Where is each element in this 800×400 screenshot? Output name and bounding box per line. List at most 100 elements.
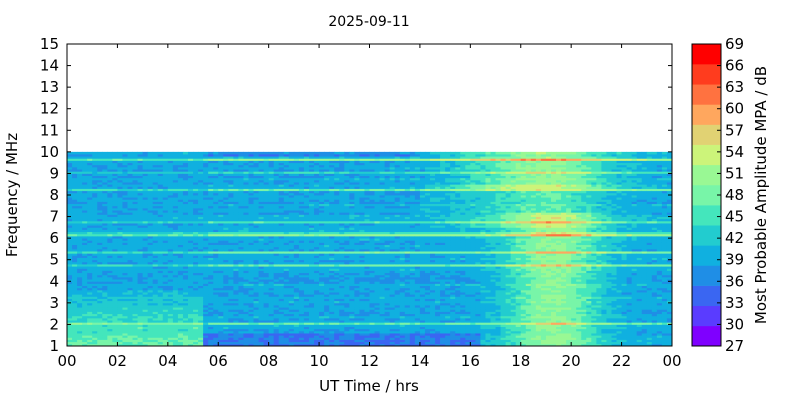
heatmap-cell: [213, 192, 219, 196]
heatmap-cell: [117, 259, 123, 263]
heatmap-cell: [238, 337, 244, 340]
heatmap-cell: [293, 229, 300, 233]
heatmap-cell: [253, 201, 259, 205]
heatmap-cell: [137, 289, 144, 293]
heatmap-cell: [102, 268, 108, 271]
heatmap-cell: [248, 257, 254, 261]
heatmap-cell: [112, 322, 118, 325]
heatmap-cell: [177, 218, 184, 222]
heatmap-cell: [72, 186, 78, 189]
heatmap-cell: [102, 182, 108, 185]
heatmap-cell: [278, 248, 285, 252]
heatmap-cell: [122, 251, 128, 254]
heatmap-cell: [188, 166, 194, 170]
heatmap-cell: [182, 225, 189, 228]
heatmap-cell: [253, 166, 259, 170]
heatmap-cell: [107, 276, 113, 280]
heatmap-cell: [248, 251, 254, 254]
heatmap-cell: [67, 259, 73, 263]
heatmap-cell: [213, 246, 219, 250]
heatmap-cell: [238, 223, 244, 226]
heatmap-cell: [334, 212, 340, 215]
heatmap-cell: [97, 225, 103, 228]
heatmap-cell: [268, 156, 275, 159]
heatmap-cell: [82, 281, 88, 284]
heatmap-cell: [82, 300, 88, 304]
heatmap-cell: [122, 169, 128, 172]
heatmap-cell: [198, 294, 204, 297]
heatmap-cell: [314, 335, 320, 338]
heatmap-cell: [253, 158, 259, 161]
heatmap-cell: [223, 171, 229, 174]
heatmap-cell: [288, 326, 295, 330]
heatmap-cell: [203, 268, 209, 271]
heatmap-cell: [72, 300, 78, 304]
heatmap-cell: [142, 343, 149, 347]
heatmap-cell: [238, 225, 244, 228]
heatmap-cell: [177, 281, 184, 284]
heatmap-cell: [309, 231, 315, 235]
heatmap-cell: [97, 315, 103, 319]
heatmap-cell: [107, 216, 113, 220]
heatmap-cell: [283, 259, 290, 263]
heatmap-cell: [77, 216, 83, 220]
heatmap-cell: [203, 266, 209, 269]
heatmap-cell: [339, 186, 345, 189]
heatmap-cell: [273, 283, 280, 286]
heatmap-cell: [248, 201, 254, 205]
heatmap-cell: [243, 339, 249, 343]
heatmap-cell: [122, 270, 128, 274]
heatmap-cell: [157, 272, 164, 276]
heatmap-cell: [258, 274, 265, 278]
heatmap-cell: [273, 169, 280, 172]
heatmap-cell: [309, 266, 315, 269]
heatmap-cell: [203, 214, 209, 217]
heatmap-cell: [263, 315, 270, 319]
heatmap-cell: [253, 220, 259, 224]
heatmap-cell: [233, 266, 239, 269]
heatmap-cell: [152, 192, 159, 196]
heatmap-cell: [82, 343, 88, 347]
heatmap-cell: [278, 302, 285, 306]
heatmap-cell: [248, 179, 254, 183]
heatmap-cell: [172, 225, 179, 228]
heatmap-cell: [298, 154, 305, 157]
heatmap-cell: [147, 248, 154, 252]
heatmap-cell: [339, 307, 345, 310]
heatmap-cell: [238, 235, 244, 239]
heatmap-cell: [319, 223, 325, 226]
heatmap-cell: [142, 326, 149, 330]
heatmap-cell: [77, 199, 83, 202]
heatmap-cell: [152, 225, 159, 228]
heatmap-cell: [223, 227, 229, 230]
heatmap-cell: [188, 156, 194, 159]
heatmap-cell: [102, 270, 108, 274]
heatmap-cell: [177, 253, 184, 256]
heatmap-cell: [127, 162, 133, 166]
heatmap-cell: [87, 328, 93, 332]
heatmap-cell: [238, 210, 244, 213]
heatmap-cell: [233, 192, 239, 196]
heatmap-cell: [208, 300, 214, 304]
heatmap-cell: [182, 240, 189, 243]
heatmap-cell: [298, 166, 305, 170]
heatmap-cell: [87, 197, 93, 200]
heatmap-cell: [127, 255, 133, 258]
heatmap-cell: [87, 298, 93, 302]
heatmap-cell: [233, 227, 239, 230]
heatmap-cell: [102, 188, 108, 192]
heatmap-cell: [228, 173, 234, 176]
heatmap-cell: [243, 182, 249, 185]
heatmap-cell: [238, 205, 244, 209]
heatmap-cell: [228, 195, 234, 198]
heatmap-cell: [82, 253, 88, 256]
heatmap-cell: [142, 210, 149, 213]
heatmap-cell: [324, 225, 330, 228]
heatmap-cell: [319, 335, 325, 338]
heatmap-cell: [193, 328, 199, 332]
heatmap-cell: [167, 307, 174, 310]
heatmap-cell: [188, 268, 194, 271]
heatmap-cell: [132, 276, 138, 280]
heatmap-cell: [152, 169, 159, 172]
heatmap-cell: [102, 328, 108, 332]
